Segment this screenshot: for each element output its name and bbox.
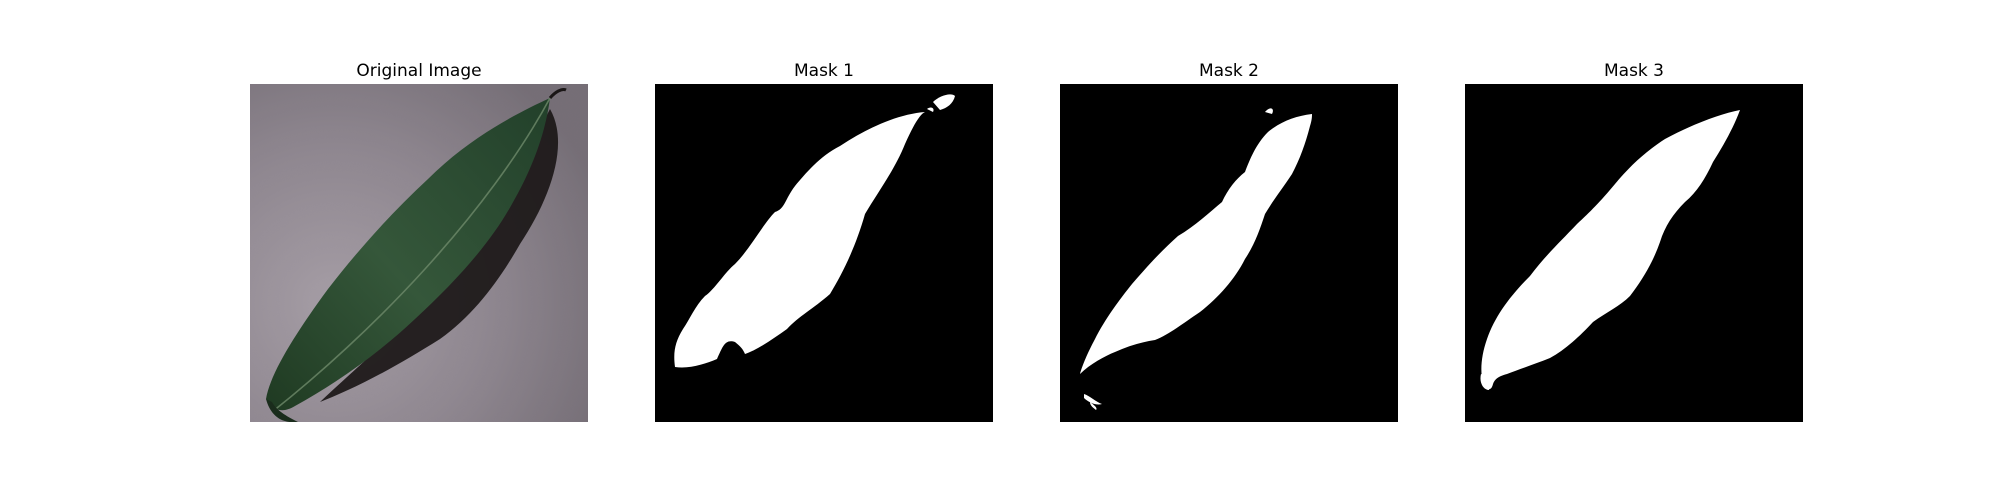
leaf-midrib xyxy=(271,97,551,413)
binary-mask-1 xyxy=(655,84,993,422)
mask-foreground xyxy=(1481,110,1740,390)
figure-panel-original: Original Image xyxy=(250,58,588,422)
mask-image-2 xyxy=(1060,84,1398,422)
original-image xyxy=(250,84,588,422)
mask-image-3 xyxy=(1465,84,1803,422)
figure-panel-mask-3: Mask 3 xyxy=(1465,58,1803,422)
leaf-stem xyxy=(548,88,567,99)
leaf-body xyxy=(266,98,550,411)
leaf-shadow xyxy=(320,109,559,402)
mask-foreground xyxy=(1080,114,1312,374)
mask-image-1 xyxy=(655,84,993,422)
mask-foreground xyxy=(674,112,925,368)
figure-panel-mask-1: Mask 1 xyxy=(655,58,993,422)
binary-mask-3 xyxy=(1465,84,1803,422)
panel-title: Mask 3 xyxy=(1603,61,1664,81)
figure-panel-mask-2: Mask 2 xyxy=(1060,58,1398,422)
binary-mask-2 xyxy=(1060,84,1398,422)
panel-title: Mask 1 xyxy=(793,61,854,81)
panel-title: Mask 2 xyxy=(1198,61,1259,81)
panel-title: Original Image xyxy=(356,61,482,81)
leaf-photo xyxy=(250,84,588,422)
